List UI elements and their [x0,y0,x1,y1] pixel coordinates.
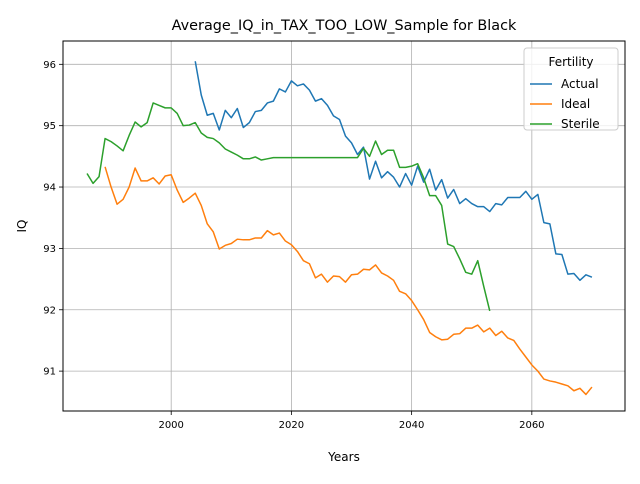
y-tick-label: 95 [43,121,56,132]
x-tick-label: 2020 [279,420,304,431]
legend-label: Actual [561,77,599,91]
y-tick-label: 93 [43,244,56,255]
y-axis-ticks: 91 92 93 94 95 96 [43,60,63,378]
series-line-sterile [86,102,491,312]
legend-label: Sterile [561,117,600,131]
plot-area-frame [62,40,626,412]
x-tick-label: 2040 [399,420,424,431]
series-lines [86,61,593,396]
legend-item-actual: Actual [530,77,599,91]
legend: Fertility Actual Ideal Sterile [523,47,619,131]
legend-title: Fertility [548,55,593,69]
x-tick-label: 2000 [158,420,183,431]
legend-items: Actual Ideal Sterile [530,77,600,131]
legend-item-sterile: Sterile [530,117,600,131]
legend-label: Ideal [561,97,590,111]
y-axis-label: IQ [15,220,29,233]
legend-frame [523,47,619,131]
x-tick-label: 2060 [519,420,544,431]
y-tick-label: 92 [43,305,56,316]
y-tick-label: 91 [43,367,56,378]
y-tick-label: 96 [43,60,56,71]
series-line-actual [194,61,593,282]
y-tick-label: 94 [43,183,56,194]
series-line-ideal [104,166,593,396]
legend-item-ideal: Ideal [530,97,590,111]
x-axis-ticks: 2000 2020 2040 2060 [158,411,545,431]
chart-title: Average_IQ_in_TAX_TOO_LOW_Sample for Bla… [172,18,517,34]
x-axis-label: Years [327,450,360,464]
